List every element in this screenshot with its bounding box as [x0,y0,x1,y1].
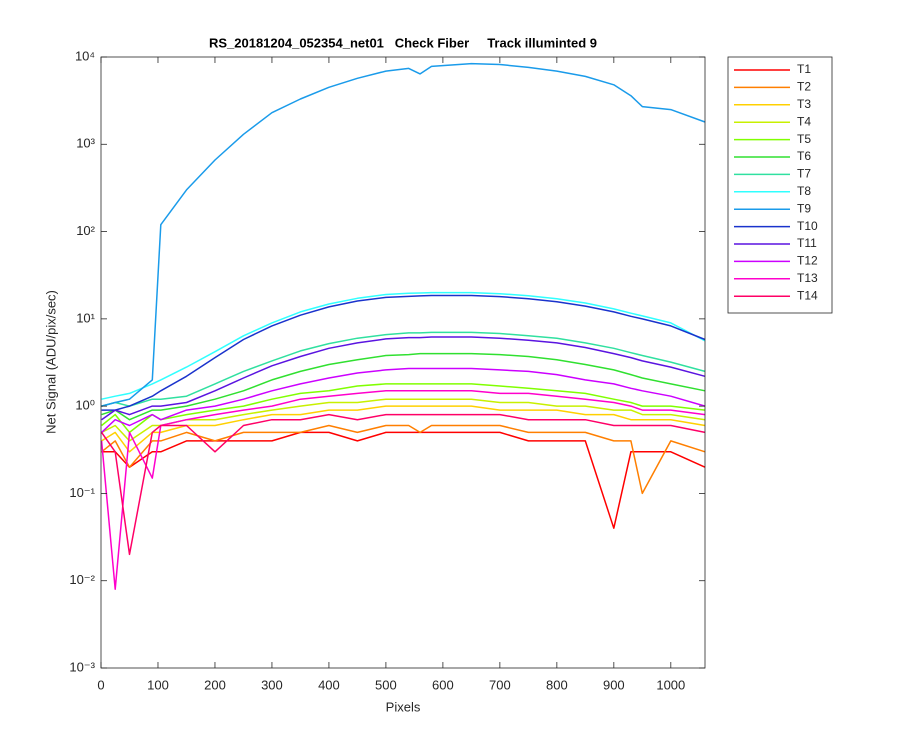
legend-box [727,56,833,314]
y-axis-label: Net Signal (ADU/pix/sec) [43,290,58,434]
legend-label: T1 [797,62,811,76]
x-tick-label: 700 [489,677,511,692]
legend-label: T12 [797,254,818,268]
y-tick-label: 10⁰ [75,398,95,413]
data-line [101,367,706,433]
y-tick-label: 10⁴ [75,48,95,63]
data-line [101,431,706,529]
x-tick-label: 300 [261,677,283,692]
data-line [101,331,706,407]
data-line [101,62,706,407]
data-line [101,405,706,453]
x-tick-label: 1000 [656,677,685,692]
chart-title: RS_20181204_052354_net01 Check Fiber Tra… [209,35,597,50]
y-tick-label: 10⁻² [69,572,95,587]
x-tick-label: 600 [432,677,454,692]
legend-label: T4 [797,114,811,128]
legend-label: T2 [797,80,811,94]
x-tick-label: 900 [603,677,625,692]
data-line [100,413,706,556]
data-line [101,294,706,411]
data-line [101,352,706,421]
x-tick-label: 400 [318,677,340,692]
data-line [101,336,706,421]
y-tick-label: 10¹ [76,310,95,325]
legend-label: T9 [797,201,811,215]
legend-label: T14 [797,288,818,302]
x-tick-label: 100 [147,677,169,692]
y-tick-label: 10⁻¹ [69,485,95,500]
x-tick-label: 200 [204,677,226,692]
x-tick-label: 0 [97,677,104,692]
data-line [101,424,706,495]
legend-label: T10 [797,219,818,233]
x-tick-label: 500 [375,677,397,692]
x-tick-label: 800 [546,677,568,692]
legend-label: T8 [797,184,811,198]
legend-label: T13 [797,271,818,285]
legend-label: T5 [797,132,811,146]
legend-label: T11 [797,236,817,250]
data-line [100,390,706,590]
legend-label: T6 [797,149,811,163]
y-tick-label: 10³ [76,136,95,151]
data-line [101,291,706,400]
y-tick-label: 10⁻³ [69,659,95,674]
x-axis-label: Pixels [386,699,421,714]
legend-label: T3 [797,97,811,111]
legend-label: T7 [797,167,811,181]
y-tick-label: 10² [76,223,95,238]
plot-frame [100,56,706,669]
